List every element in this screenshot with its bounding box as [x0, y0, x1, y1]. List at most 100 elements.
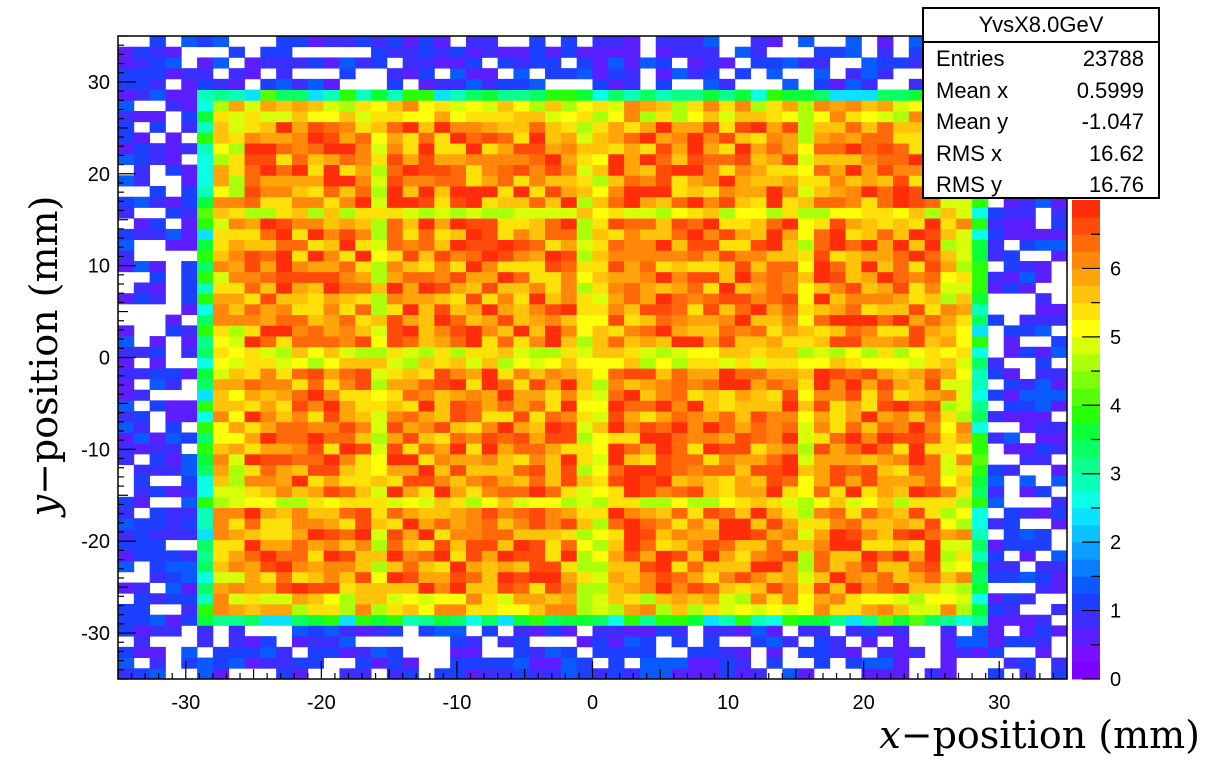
heatmap-cell	[861, 550, 878, 562]
heatmap-cell	[371, 325, 388, 337]
heatmap-cell	[181, 89, 198, 101]
palette-swatch	[1072, 371, 1100, 389]
heatmap-cell	[972, 539, 989, 551]
heatmap-cell	[244, 175, 261, 187]
heatmap-cell	[813, 89, 831, 101]
heatmap-cell	[371, 389, 388, 401]
heatmap-cell	[355, 293, 372, 305]
heatmap-cell	[197, 453, 214, 466]
heatmap-cell	[339, 100, 356, 112]
heatmap-cell	[687, 400, 704, 412]
heatmap-cell	[703, 550, 720, 562]
heatmap-cell	[291, 282, 309, 294]
heatmap-cell	[766, 411, 783, 423]
heatmap-cell	[212, 218, 230, 230]
heatmap-cell	[181, 411, 198, 423]
heatmap-cell	[497, 207, 514, 219]
heatmap-cell	[386, 528, 404, 541]
heatmap-cell	[276, 603, 293, 616]
heatmap-cell	[197, 593, 214, 605]
heatmap-cell	[355, 475, 372, 487]
heatmap-cell	[908, 400, 926, 412]
heatmap-cell	[592, 303, 609, 316]
heatmap-cell	[402, 486, 419, 498]
heatmap-cell	[545, 239, 562, 251]
heatmap-cell	[1051, 550, 1068, 562]
heatmap-cell	[1003, 207, 1020, 219]
heatmap-cell	[386, 486, 404, 498]
heatmap-cell	[624, 582, 641, 594]
heatmap-cell	[1035, 636, 1052, 648]
heatmap-cell	[956, 646, 973, 658]
heatmap-cell	[813, 314, 831, 326]
heatmap-cell	[497, 561, 514, 573]
heatmap-cell	[671, 432, 688, 444]
heatmap-cell	[402, 378, 419, 391]
heatmap-cell	[813, 518, 831, 530]
heatmap-cell	[386, 421, 404, 433]
heatmap-cell	[513, 89, 530, 101]
heatmap-cell	[197, 282, 214, 294]
heatmap-cell	[513, 625, 530, 637]
heatmap-cell	[972, 464, 989, 476]
heatmap-cell	[560, 646, 578, 658]
heatmap-cell	[197, 486, 214, 498]
heatmap-cell	[972, 432, 989, 444]
heatmap-cell	[972, 561, 989, 573]
heatmap-cell	[481, 46, 498, 58]
heatmap-cell	[513, 282, 530, 294]
heatmap-cell	[750, 186, 767, 198]
heatmap-cell	[118, 325, 135, 337]
heatmap-cell	[576, 346, 593, 358]
heatmap-cell	[323, 539, 340, 551]
heatmap-cell	[386, 539, 404, 551]
heatmap-cell	[877, 68, 894, 80]
heatmap-cell	[529, 614, 546, 626]
heatmap-cell	[307, 314, 325, 326]
heatmap-cell	[972, 389, 989, 401]
heatmap-cell	[355, 57, 372, 69]
heatmap-cell	[719, 603, 736, 616]
heatmap-cell	[386, 582, 404, 594]
heatmap-cell	[798, 196, 815, 208]
heatmap-cell	[149, 625, 166, 637]
heatmap-cell	[276, 239, 293, 251]
heatmap-cell	[877, 561, 894, 573]
heatmap-cell	[608, 228, 625, 241]
heatmap-cell	[608, 207, 625, 219]
heatmap-cell	[149, 368, 166, 380]
heatmap-cell	[845, 293, 862, 305]
heatmap-cell	[386, 282, 404, 294]
heatmap-cell	[877, 357, 894, 369]
heatmap-cell	[497, 218, 514, 230]
heatmap-cell	[750, 378, 767, 391]
heatmap-cell	[750, 593, 767, 605]
heatmap-cell	[197, 100, 214, 112]
heatmap-cell	[703, 571, 720, 583]
heatmap-cell	[845, 593, 862, 605]
heatmap-cell	[782, 153, 799, 165]
heatmap-cell	[1051, 228, 1068, 241]
heatmap-cell	[829, 646, 846, 658]
heatmap-cell	[576, 143, 593, 155]
heatmap-cell	[181, 271, 198, 283]
heatmap-cell	[307, 100, 325, 112]
heatmap-cell	[782, 175, 799, 187]
palette-swatch	[1072, 285, 1100, 304]
heatmap-cell	[877, 100, 894, 112]
heatmap-cell	[529, 261, 546, 273]
heatmap-cell	[576, 250, 593, 262]
heatmap-cell	[719, 411, 736, 423]
palette-swatch	[1072, 525, 1100, 543]
heatmap-cell	[149, 464, 166, 476]
heatmap-cell	[244, 582, 261, 594]
heatmap-cell	[655, 400, 672, 412]
heatmap-cell	[212, 228, 230, 241]
heatmap-cell	[228, 378, 245, 391]
heatmap-cell	[197, 132, 214, 144]
heatmap-cell	[276, 507, 293, 519]
heatmap-cell	[576, 357, 593, 369]
heatmap-cell	[908, 496, 926, 508]
heatmap-cell	[972, 261, 989, 273]
